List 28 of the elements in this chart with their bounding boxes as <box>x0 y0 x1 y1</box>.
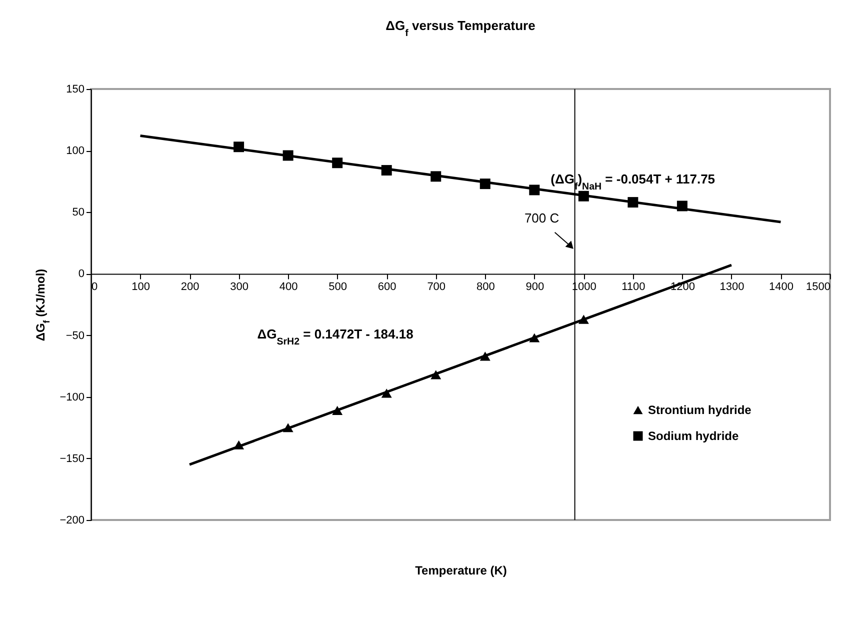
annotation: 700 C <box>524 210 560 226</box>
y-tick-label: 50 <box>72 206 84 219</box>
x-tick-label: 900 <box>526 281 544 294</box>
x-axis-title: Temperature (K) <box>415 564 507 578</box>
x-tick-label: 0 <box>92 281 98 294</box>
y-tick-label: −200 <box>60 514 84 526</box>
y-tick-label: −100 <box>60 391 84 404</box>
legend-label: Sodium hydride <box>648 429 739 443</box>
x-tick-label: 1300 <box>720 281 744 294</box>
x-tick-label: 700 <box>427 281 446 294</box>
x-tick-label: 100 <box>132 281 150 294</box>
x-tick-label: 800 <box>476 281 495 294</box>
x-tick-label: 1100 <box>622 281 646 294</box>
x-tick-label: 200 <box>180 281 200 294</box>
x-tick-label: 1400 <box>768 281 794 294</box>
x-tick-label: 600 <box>378 281 396 294</box>
annotation: ΔG$_{SrH2}$ = 0.1472T - 184.18 <box>257 326 414 348</box>
chart-title: ΔG$_{f}$ versus Temperature <box>386 18 536 38</box>
x-tick-label: 300 <box>230 281 248 294</box>
y-tick-label: 100 <box>66 145 84 158</box>
y-tick-label: −150 <box>60 452 84 465</box>
x-tick-label: 400 <box>279 281 298 294</box>
x-tick-label: 1500 <box>806 281 830 294</box>
legend-label: Strontium hydride <box>648 403 752 417</box>
x-tick-label: 500 <box>328 281 348 294</box>
y-tick-label: −50 <box>66 330 84 342</box>
y-tick-label: 150 <box>66 84 84 96</box>
y-tick-label: 0 <box>78 268 84 280</box>
